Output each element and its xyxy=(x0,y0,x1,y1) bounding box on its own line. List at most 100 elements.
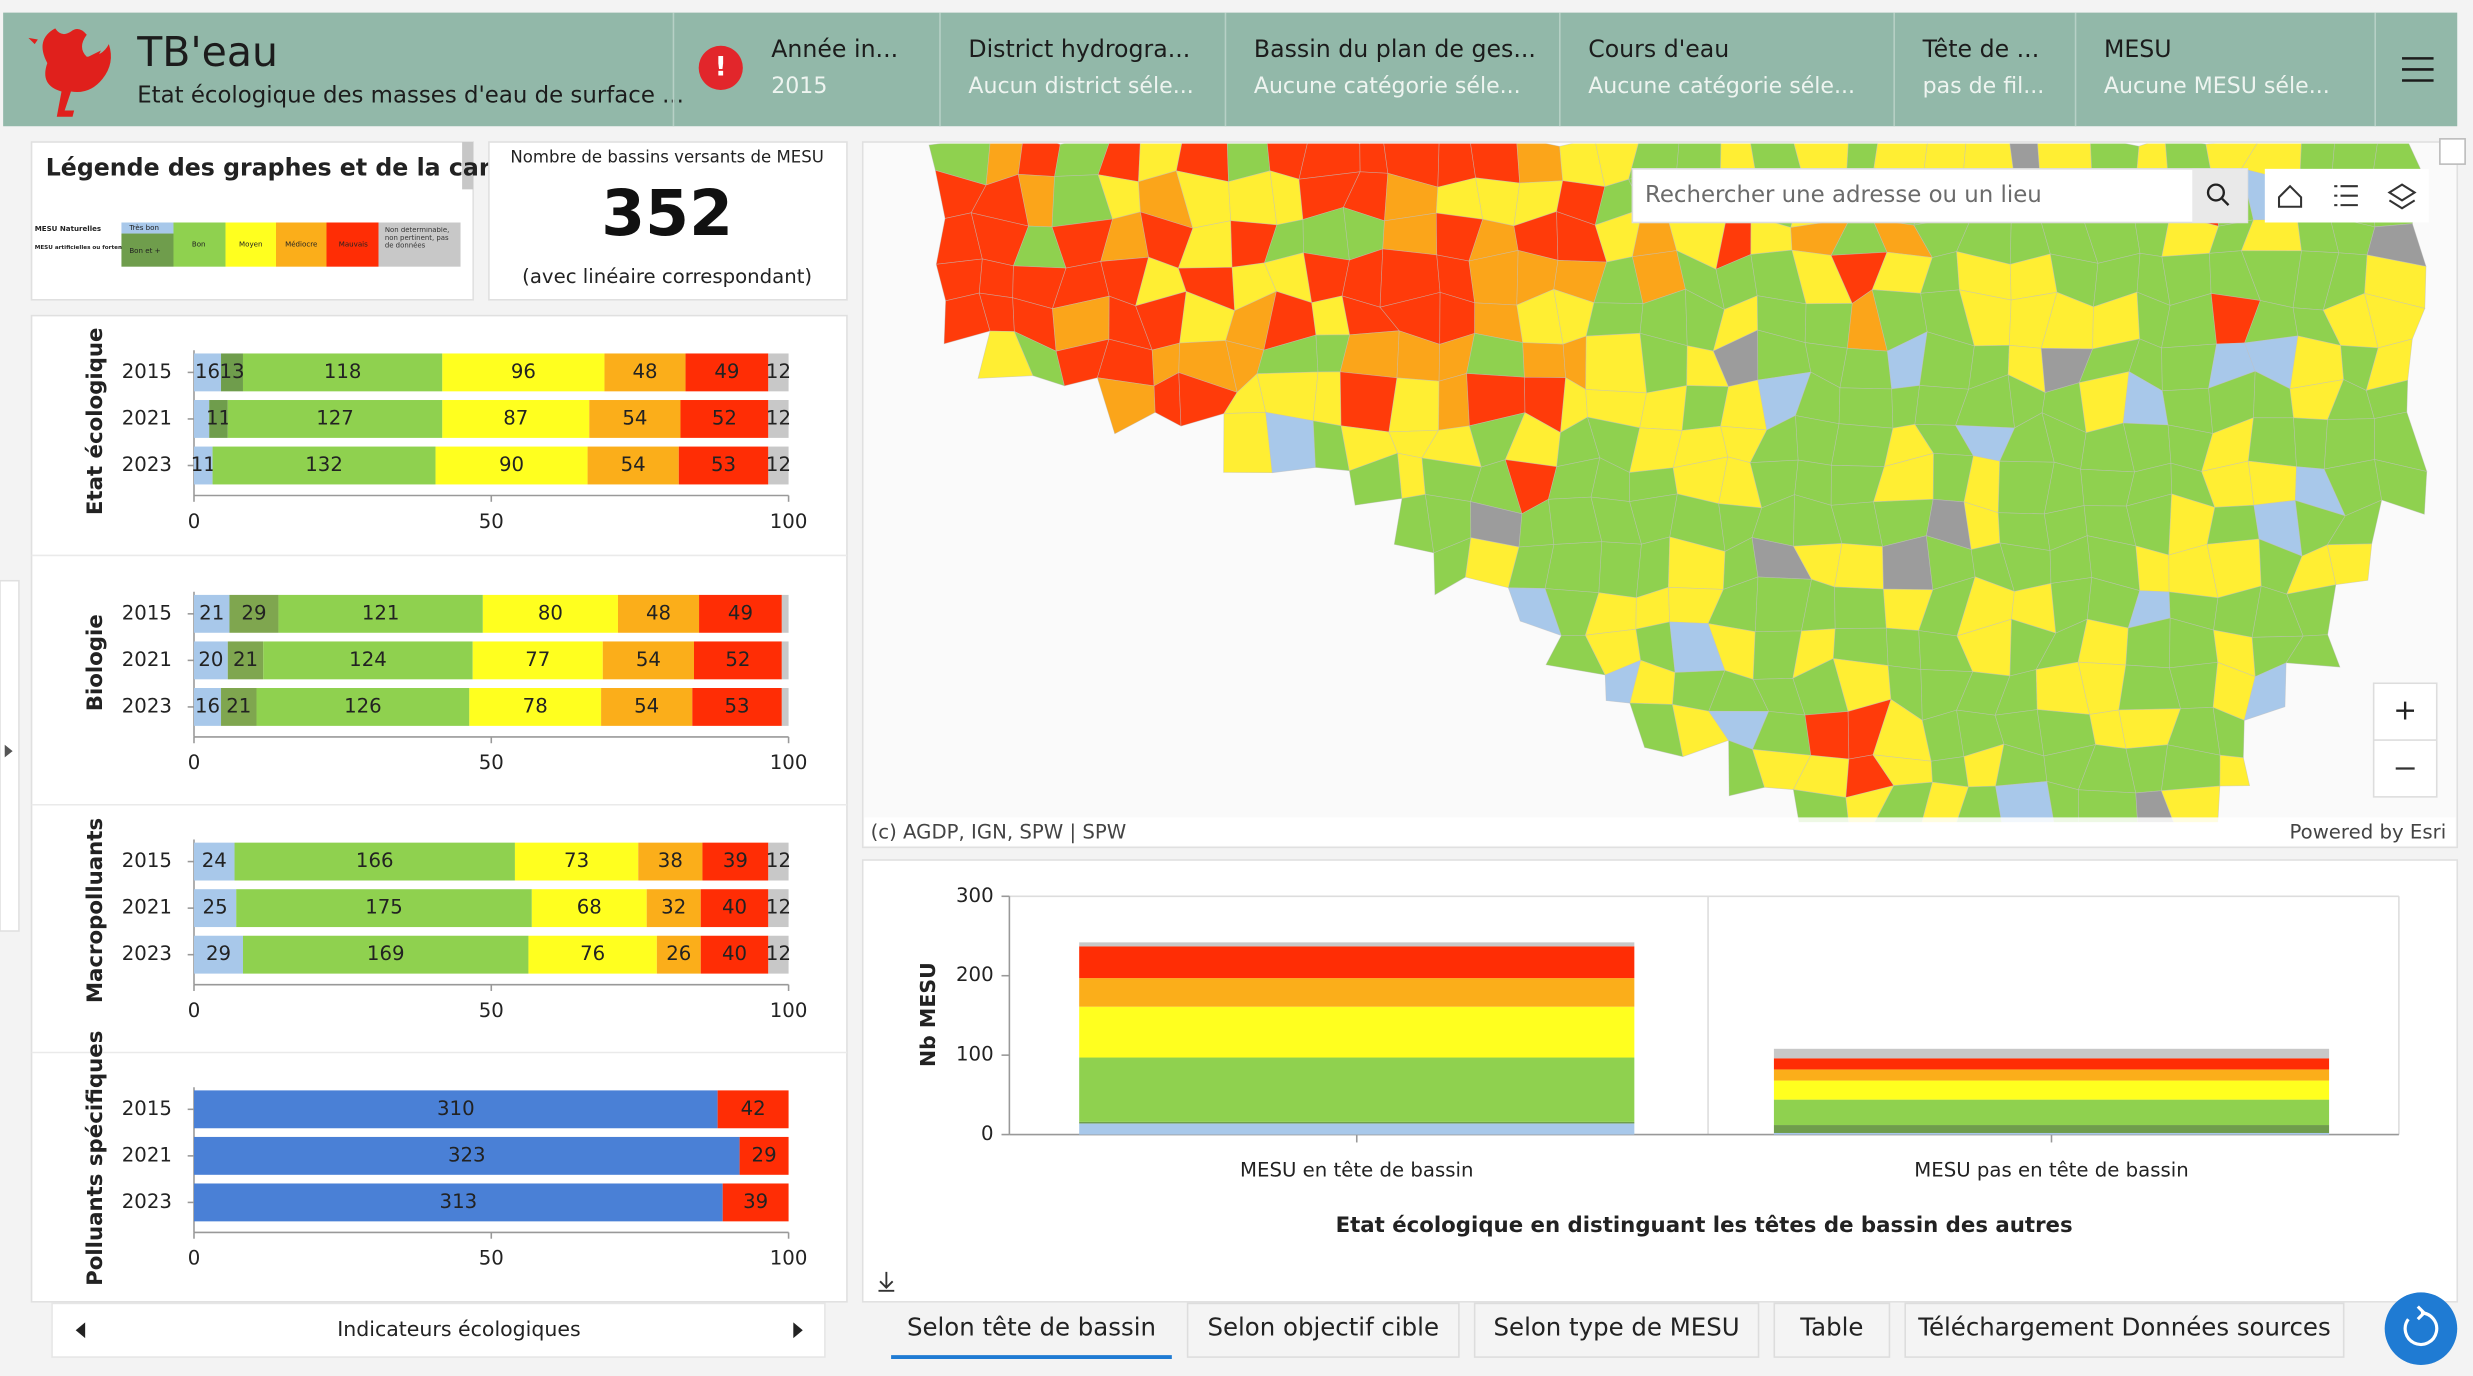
legend-button[interactable] xyxy=(2334,185,2358,207)
tab-box[interactable] xyxy=(1904,1302,2345,1358)
map-area[interactable] xyxy=(1017,132,1061,177)
nav-next[interactable] xyxy=(793,1322,803,1339)
fullscreen-button[interactable] xyxy=(2439,138,2466,165)
map-area[interactable] xyxy=(1919,781,1969,833)
map-area[interactable] xyxy=(1388,377,1440,433)
y-tick-label: 2023 xyxy=(122,942,172,965)
legend-title: Légende des graphes et de la carte xyxy=(46,153,518,181)
zoom-in[interactable]: + xyxy=(2393,694,2417,727)
map-area[interactable] xyxy=(1544,541,1603,593)
data-label: 40 xyxy=(722,942,747,965)
map-area[interactable] xyxy=(1839,347,1893,390)
map-area[interactable] xyxy=(1522,342,1566,378)
data-label: 54 xyxy=(621,453,646,476)
tab-box[interactable] xyxy=(1773,1302,1891,1358)
data-label: 90 xyxy=(499,453,524,476)
bar-segment xyxy=(1079,946,1635,979)
map-area[interactable] xyxy=(1312,371,1342,427)
filter[interactable] xyxy=(673,13,940,127)
map-area[interactable] xyxy=(1298,127,1361,180)
map-area[interactable] xyxy=(1585,302,1644,337)
map-area[interactable] xyxy=(1359,126,1389,174)
x-tick-label: 50 xyxy=(479,1247,504,1270)
filter-value: pas de fil... xyxy=(1923,74,2045,99)
bar-segment xyxy=(442,353,605,392)
home-button[interactable] xyxy=(2277,184,2303,208)
map-area[interactable] xyxy=(1598,541,1642,599)
map-area[interactable] xyxy=(2078,789,2138,842)
tab-box[interactable] xyxy=(1473,1302,1760,1358)
map-area[interactable] xyxy=(2080,468,2135,507)
map-area[interactable] xyxy=(1223,412,1273,474)
map-area[interactable] xyxy=(1956,785,2005,844)
bar-segment xyxy=(768,935,789,974)
refresh-button[interactable] xyxy=(2384,1292,2458,1365)
filter[interactable] xyxy=(1894,13,2075,127)
filter[interactable] xyxy=(940,13,1225,127)
bar-segment xyxy=(678,446,769,485)
search-box[interactable] xyxy=(1631,168,2249,224)
map-area[interactable] xyxy=(1834,543,1884,590)
map-area[interactable] xyxy=(1437,130,1476,188)
filter[interactable] xyxy=(1225,13,1559,127)
tab-label[interactable]: Selon tête de bassin xyxy=(907,1313,1156,1342)
map-area[interactable] xyxy=(1804,711,1850,760)
map-area[interactable] xyxy=(1097,133,1141,183)
data-label: 53 xyxy=(711,453,736,476)
bar-segment xyxy=(242,935,529,974)
filter[interactable] xyxy=(2076,13,2376,127)
side-toggle[interactable] xyxy=(0,579,20,932)
map-area[interactable] xyxy=(1792,789,1849,831)
map-area[interactable] xyxy=(1885,627,1922,670)
bar-segment xyxy=(472,641,603,680)
map-area[interactable] xyxy=(1339,371,1398,433)
y-tick-label: 2023 xyxy=(122,1190,172,1213)
tab-label[interactable]: Téléchargement Données sources xyxy=(1917,1313,2330,1342)
legend-class: Bon et + xyxy=(129,246,160,255)
map-area[interactable] xyxy=(1838,387,1894,429)
map-area[interactable] xyxy=(1469,130,1521,184)
map-area[interactable] xyxy=(1834,586,1887,630)
download-button[interactable] xyxy=(878,1271,895,1292)
filter-label: District hydrogra... xyxy=(968,35,1190,63)
map-area[interactable] xyxy=(2247,417,2297,468)
map-area[interactable] xyxy=(1585,332,1647,394)
map-area[interactable] xyxy=(1831,423,1894,467)
map-area[interactable] xyxy=(1872,781,1933,833)
search-button[interactable] xyxy=(2192,168,2248,223)
map-area[interactable] xyxy=(1804,303,1853,349)
map-area[interactable] xyxy=(1265,411,1316,474)
map-area[interactable] xyxy=(1438,373,1470,431)
menu-button[interactable] xyxy=(2402,57,2434,82)
map-area[interactable] xyxy=(2247,460,2297,506)
map-area[interactable] xyxy=(1930,756,1969,788)
map-area[interactable] xyxy=(2206,504,2260,545)
map-area[interactable] xyxy=(1995,781,2058,843)
y-axis-title: Nb MESU xyxy=(916,962,940,1067)
bar-segment xyxy=(482,594,618,633)
tab-label[interactable]: Table xyxy=(1799,1313,1863,1342)
bar-segment xyxy=(768,446,789,485)
filter[interactable] xyxy=(1560,13,1894,127)
map-area[interactable] xyxy=(2161,343,2217,392)
map-area[interactable] xyxy=(2160,785,2221,840)
scrollbar[interactable] xyxy=(462,142,474,190)
tab-label[interactable]: Selon type de MESU xyxy=(1494,1313,1740,1342)
data-label: 16 xyxy=(195,360,220,383)
map-area[interactable] xyxy=(1397,452,1426,499)
map-area[interactable] xyxy=(2285,634,2341,668)
nav-prev[interactable] xyxy=(75,1322,86,1339)
map-area[interactable] xyxy=(2327,543,2373,585)
map-area[interactable] xyxy=(1339,330,1400,379)
map-area[interactable] xyxy=(2243,662,2287,721)
map-area[interactable] xyxy=(2293,417,2328,470)
tab-box[interactable] xyxy=(1186,1302,1460,1358)
tab-label[interactable]: Selon objectif cible xyxy=(1207,1313,1439,1342)
map-area[interactable] xyxy=(978,258,1014,299)
alert-icon[interactable] xyxy=(698,45,743,90)
search-icon xyxy=(2206,183,2225,202)
layers-button[interactable] xyxy=(2387,183,2417,210)
map-area[interactable] xyxy=(2219,754,2251,787)
map-area[interactable] xyxy=(2374,459,2428,515)
bar-segment xyxy=(229,594,279,633)
